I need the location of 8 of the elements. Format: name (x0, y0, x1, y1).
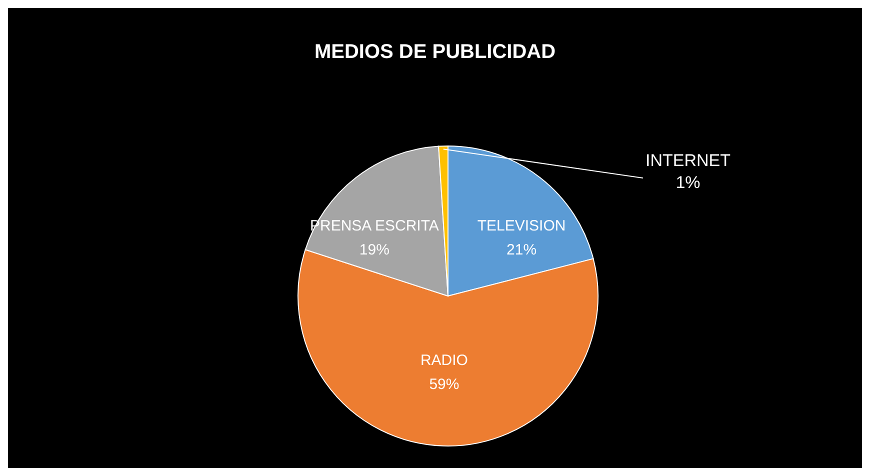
slice-label: INTERNET (646, 151, 730, 170)
data-label: 1% (676, 173, 700, 192)
slice-label: TELEVISION (477, 218, 566, 235)
data-label: 19% (359, 242, 390, 259)
slice-label: RADIO (420, 352, 468, 369)
data-label: 21% (506, 242, 537, 259)
data-label: 59% (429, 376, 460, 393)
chart-title: MEDIOS DE PUBLICIDAD (314, 41, 556, 63)
